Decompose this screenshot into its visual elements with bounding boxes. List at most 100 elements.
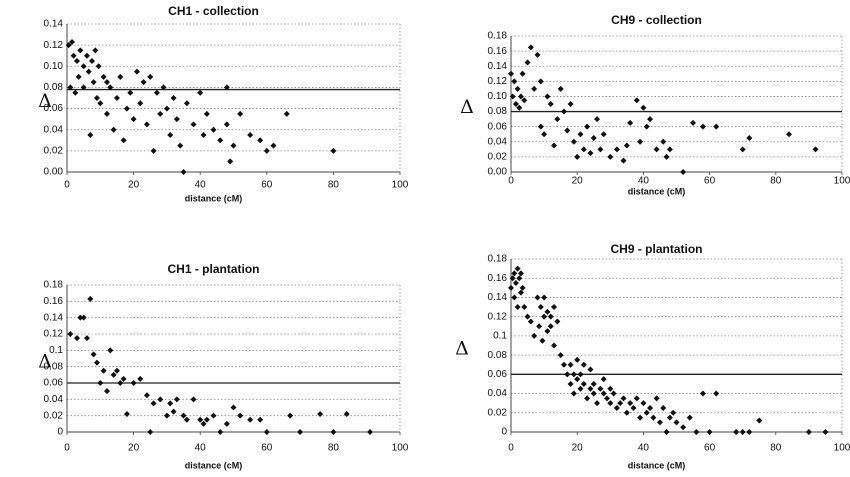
point [117,380,124,386]
point [537,78,544,85]
point [237,110,244,117]
point [140,79,147,86]
point [699,390,706,397]
point [653,395,660,402]
point [200,420,207,427]
point [227,158,234,165]
y-tick-label: 0.00 [44,167,64,178]
point [514,85,521,92]
point [117,73,124,80]
point [367,429,374,435]
x-tick-label: 80 [328,180,340,191]
point [147,429,154,435]
point [580,361,587,368]
y-tick-label: 0.18 [44,280,64,291]
point [163,105,170,112]
y-tick-label: 0.04 [44,124,64,135]
point [660,138,667,145]
point [517,289,524,296]
point [77,47,84,54]
point [83,52,90,59]
point [103,110,110,117]
point [167,132,174,138]
point [670,409,677,416]
y-tick-label: 0.08 [488,106,508,117]
y-tick-label: 0.1 [493,331,507,342]
x-axis-label: distance (cM) [628,460,686,470]
point [157,110,164,117]
point [97,100,104,107]
y-tick-label: 0.06 [488,369,508,380]
y-tick-label: 0.04 [488,388,508,399]
point [524,59,531,66]
point [574,153,581,160]
point [564,127,571,134]
point [143,392,150,399]
point [590,390,597,397]
y-tick-label: 0.18 [488,254,508,265]
point [627,119,634,126]
point [713,123,720,130]
y-tick-label: 0.02 [488,407,508,418]
point [600,376,607,383]
point [643,123,650,130]
point [80,84,87,91]
point [756,417,763,424]
y-tick-label: 0 [57,427,63,438]
point [87,132,94,138]
point [587,366,594,373]
point [263,147,270,154]
point [150,400,157,407]
point [203,416,210,423]
point [133,68,140,75]
point [163,412,170,419]
point [514,304,521,311]
point [173,396,180,403]
point [570,371,577,378]
point [283,110,290,117]
panel-title: CH9 - plantation [611,242,703,256]
x-tick-label: 60 [261,180,273,191]
point [113,367,120,374]
point [524,313,531,320]
point [733,429,740,435]
point [130,380,137,386]
point [541,131,548,138]
point [567,361,574,368]
x-axis-label: distance (cM) [185,460,243,470]
x-tick-label: 60 [704,176,716,187]
point [100,73,107,80]
y-axis-label: Δ [455,338,469,360]
point [93,95,100,101]
point [527,44,534,51]
point [527,318,534,325]
point [597,146,604,153]
y-tick-label: 0.14 [488,292,508,303]
point [812,146,819,153]
point [660,404,667,411]
y-tick-label: 0.14 [44,19,64,30]
y-tick-label: 0.08 [44,82,64,93]
point [521,304,528,311]
point [123,105,130,112]
point [217,137,224,144]
point [130,116,137,123]
point [786,131,793,138]
point [551,342,558,349]
point [190,396,197,403]
point [610,390,617,397]
x-tick-label: 80 [770,443,782,454]
point [590,380,597,387]
point [203,110,210,117]
point [103,388,110,395]
x-tick-label: 100 [834,176,850,187]
point [547,313,554,320]
point [637,138,644,145]
point [647,404,654,411]
y-tick-label: 0.08 [488,350,508,361]
point [511,78,518,85]
point [190,121,197,128]
point [80,314,87,321]
point [537,304,544,311]
point [607,400,614,407]
